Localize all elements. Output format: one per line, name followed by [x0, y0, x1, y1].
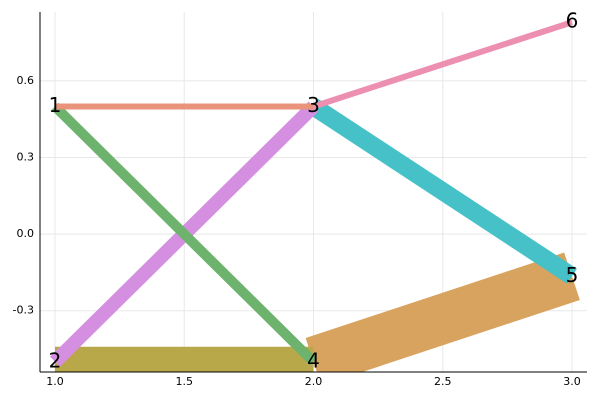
node-label: 3 [307, 93, 320, 117]
node-label: 2 [49, 348, 62, 372]
y-tick-label: 0.3 [17, 151, 35, 164]
node-label: 4 [307, 348, 320, 372]
x-tick-label: 3.0 [563, 375, 581, 388]
node-label: 6 [566, 9, 579, 33]
x-tick-label: 2.5 [434, 375, 452, 388]
edge [312, 19, 573, 110]
y-tick-label: 0.6 [17, 74, 35, 87]
grid [40, 12, 587, 372]
y-tick-label: 0.0 [17, 227, 35, 240]
y-tick-label: -0.3 [13, 304, 34, 317]
labels: 1.0 1.5 2.0 2.5 3.0 -0.3 0.0 0.3 0.6 1 2 3 4 5 6 [13, 9, 587, 388]
x-tick-label: 1.0 [46, 375, 64, 388]
edge [305, 252, 580, 372]
node-label: 5 [566, 263, 579, 287]
x-tick-label: 1.5 [175, 375, 193, 388]
edge [308, 98, 577, 284]
plot-area [50, 19, 580, 372]
x-tick-label: 2.0 [305, 375, 323, 388]
node-label: 1 [49, 93, 62, 117]
edge [51, 102, 318, 366]
